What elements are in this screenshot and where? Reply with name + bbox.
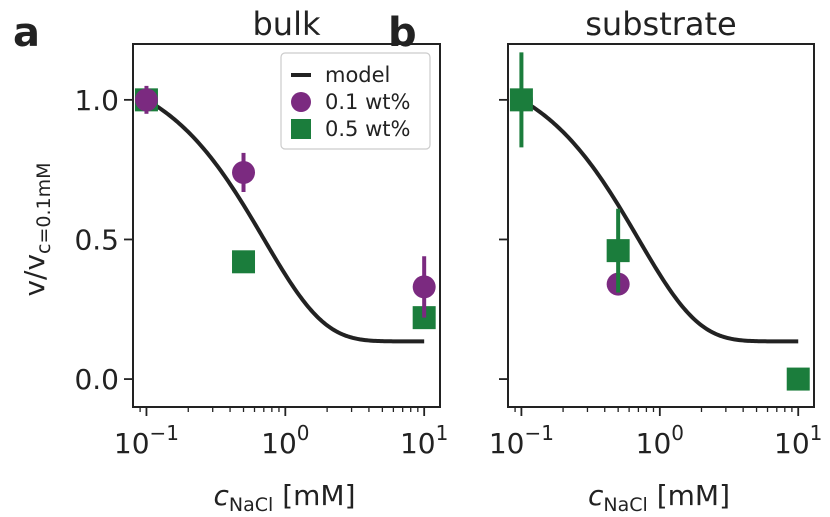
data-point-0-1-wt: [134, 88, 158, 112]
data-point-0-1-wt: [232, 160, 256, 184]
y-tick-label: 0.5: [74, 223, 119, 256]
chart-panel-a: 10−1 100 101 0.0 0.5 1.0 a bulk cNaCl [mM] v/vc=0…: [13, 5, 448, 516]
model-curve: [520, 98, 799, 344]
x-tick-label: 101: [400, 421, 448, 460]
y-tick-label: 0.0: [74, 363, 119, 396]
x-tick-label: 100: [261, 421, 309, 460]
data-point-0-5-wt: [509, 88, 533, 112]
legend-label: model: [325, 63, 390, 87]
x-axis-label: cNaCl [mM]: [588, 479, 730, 516]
legend-box: [280, 52, 431, 150]
panel-letter: b: [388, 10, 417, 56]
y-axis-label: v/vc=0.1mM: [18, 162, 55, 296]
x-tick-label: 100: [636, 421, 684, 460]
panel-title: bulk: [252, 5, 320, 43]
data-point-0-1-wt: [412, 275, 436, 299]
data-point-0-5-wt: [606, 239, 630, 263]
plot-frame: [132, 43, 441, 408]
x-tick-label: 10−1: [489, 421, 554, 460]
legend-label: 0.1 wt%: [325, 90, 410, 114]
x-tick-label: 10−1: [114, 421, 179, 460]
legend-wt05-swatch: [291, 119, 311, 139]
data-point-0-5-wt: [786, 367, 810, 391]
x-axis-label: cNaCl [mM]: [214, 479, 356, 516]
plot-frame: [507, 43, 815, 408]
y-tick-label: 1.0: [74, 84, 119, 117]
model-curve: [145, 98, 425, 344]
panel-letter: a: [13, 10, 40, 56]
legend: model 0.1 wt% 0.5 wt%: [280, 52, 431, 150]
legend-wt01-swatch: [291, 92, 311, 112]
data-point-0-5-wt: [232, 250, 256, 274]
x-tick-label: 101: [774, 421, 822, 460]
legend-label: 0.5 wt%: [325, 117, 410, 141]
chart-panel-b: 10−1 100 101 b substrate cNaCl [mM]: [388, 5, 822, 516]
panel-title: substrate: [585, 5, 736, 43]
